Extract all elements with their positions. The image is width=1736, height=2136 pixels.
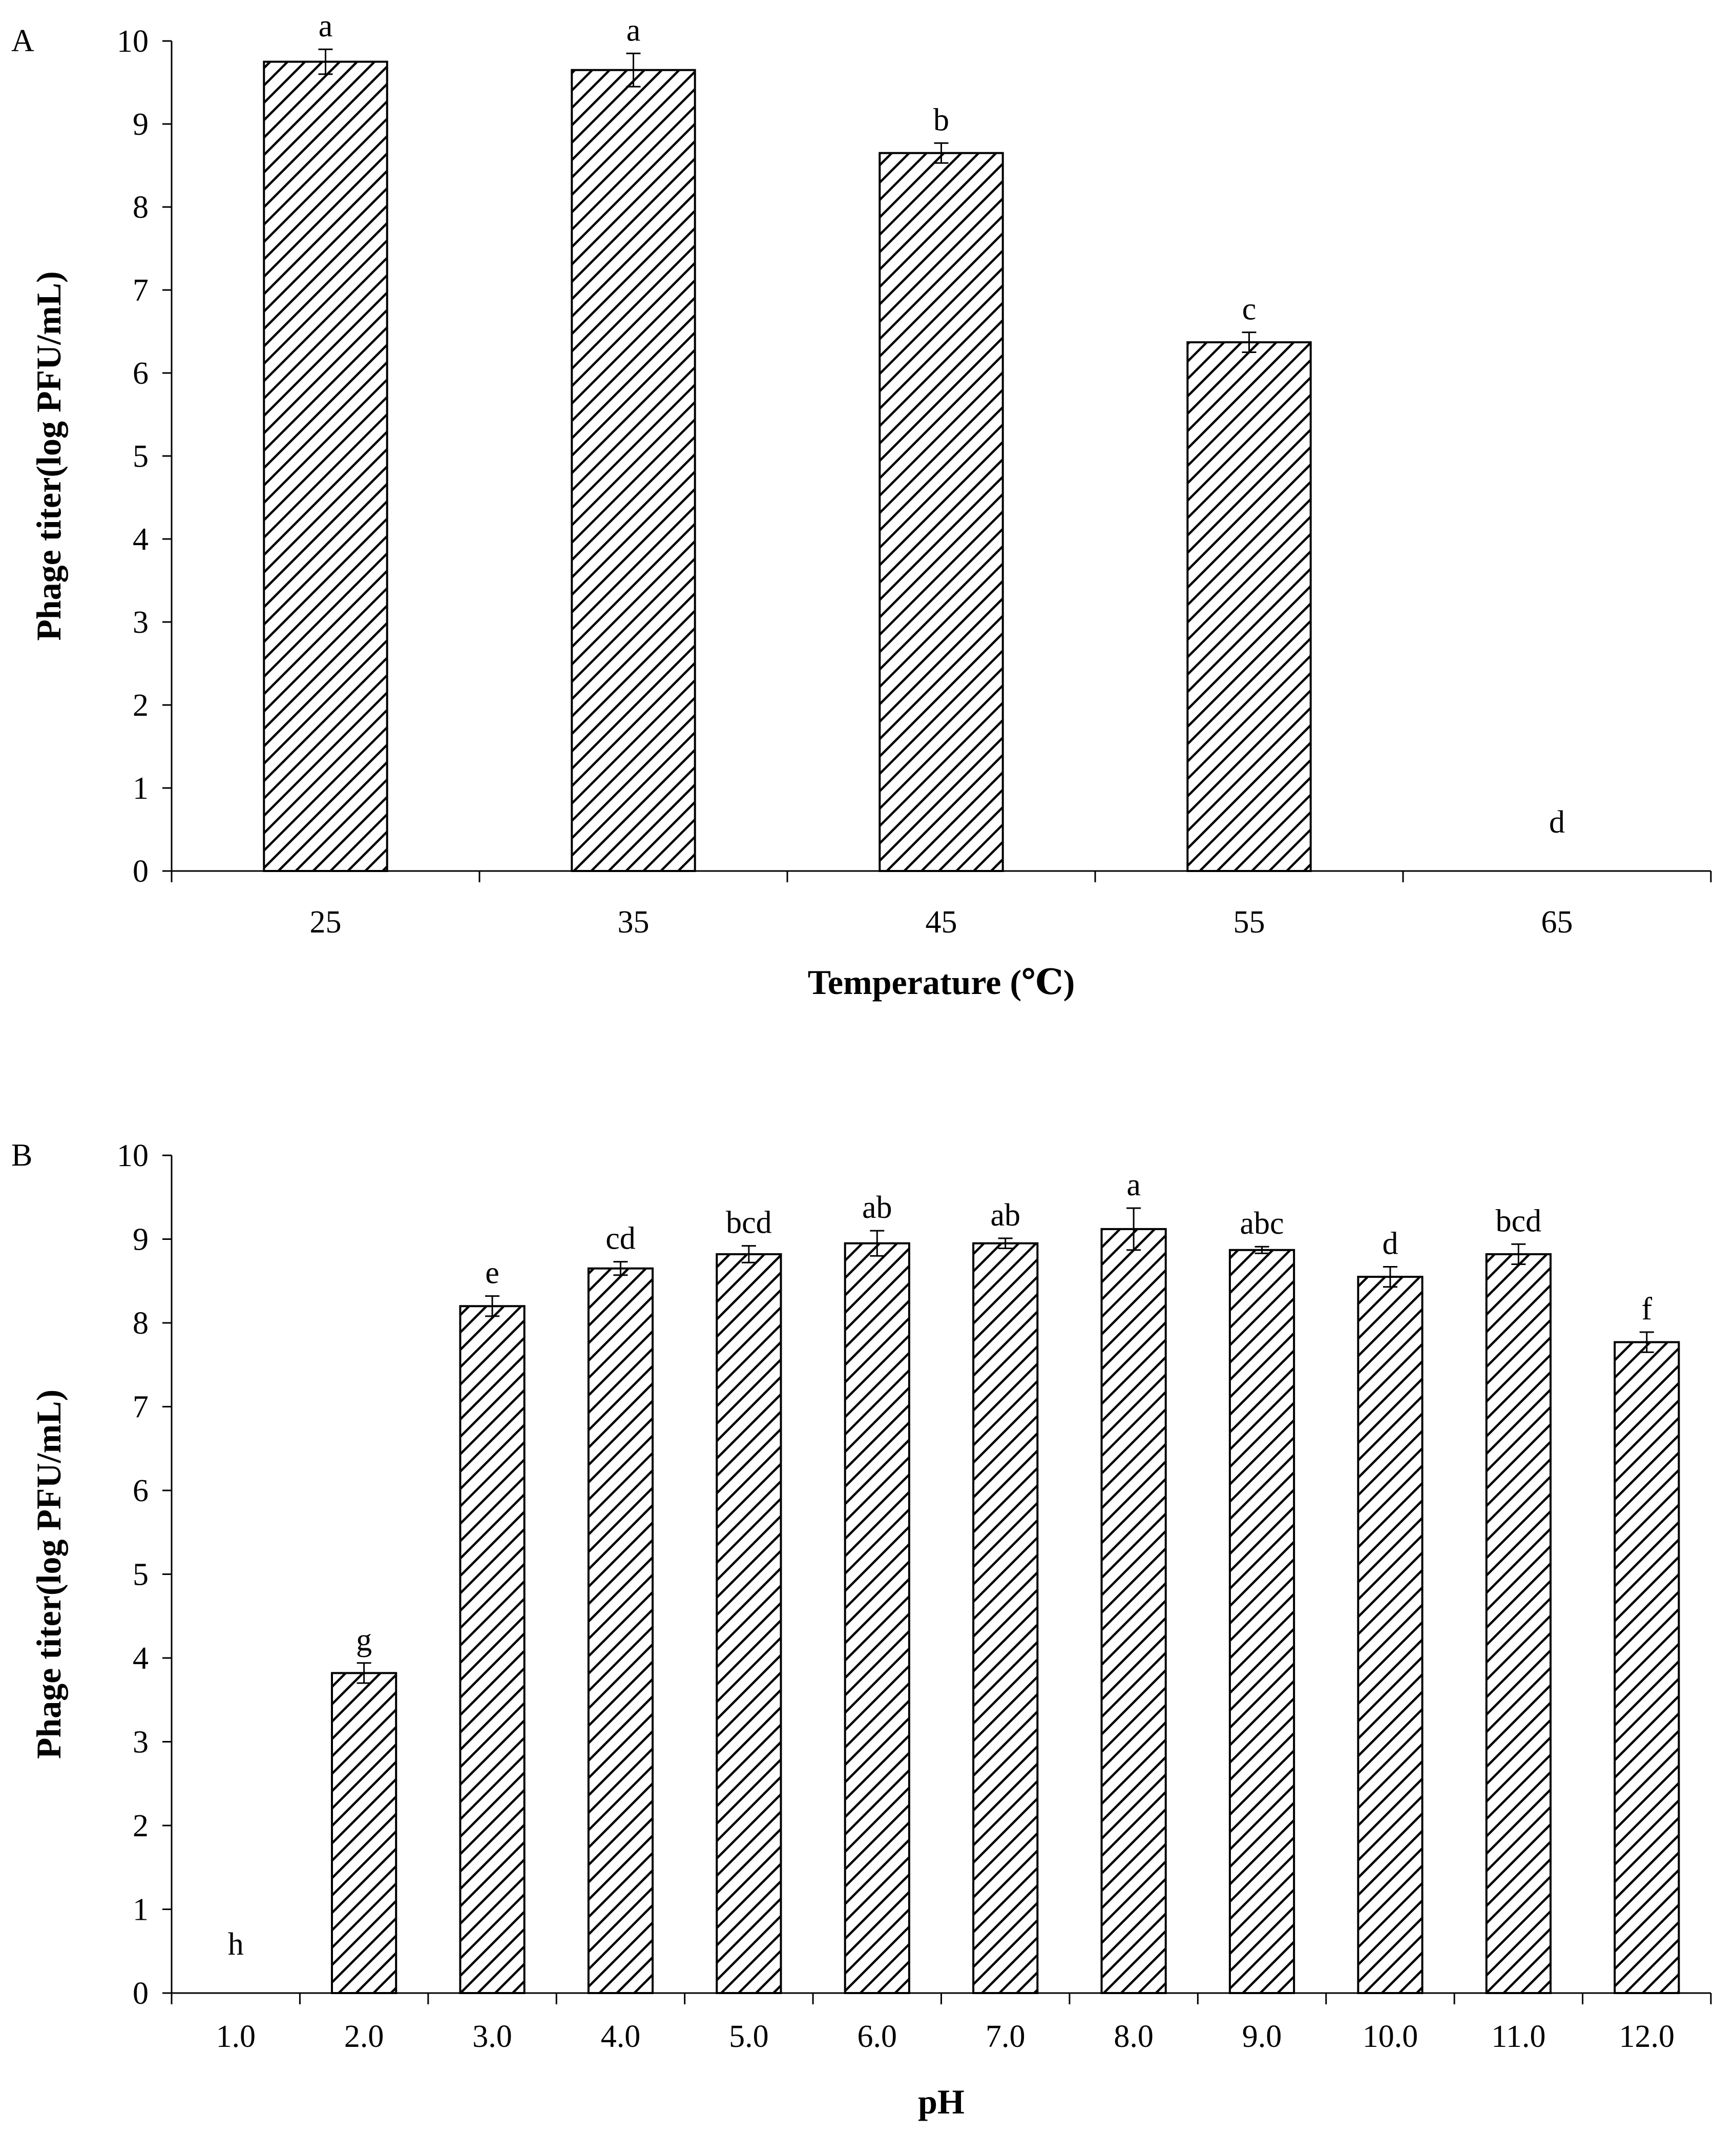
significance-label: h xyxy=(228,1927,244,1962)
chart-panel-b: B 0 1 2 3 4 5 6 7 8 9 10 h 1.0 g 2.0 e 3.0 cd 4.0 bcd 5.0 ab 6.… xyxy=(11,1138,1712,2121)
y-tick-label: 9 xyxy=(133,107,149,142)
significance-label: bcd xyxy=(726,1206,772,1240)
x-tick-label: 5.0 xyxy=(729,2019,769,2054)
x-tick-label: 11.0 xyxy=(1491,2019,1545,2054)
x-tick-label: 25 xyxy=(310,905,342,940)
bar xyxy=(459,1305,526,1994)
significance-label: d xyxy=(1382,1226,1398,1261)
panel-letter: B xyxy=(11,1138,32,1173)
significance-label: a xyxy=(1126,1168,1141,1202)
bar xyxy=(844,1242,910,1994)
bar xyxy=(879,152,1004,873)
bar xyxy=(972,1242,1039,1994)
y-tick-label: 10 xyxy=(117,24,149,59)
bar xyxy=(587,1267,654,1995)
y-axis-title: Phage titer(log PFU/mL) xyxy=(29,271,68,640)
panel-letter: A xyxy=(11,24,34,58)
y-tick-label: 1 xyxy=(133,1893,149,1927)
significance-label: c xyxy=(1242,292,1257,327)
x-tick-label: 8.0 xyxy=(1114,2019,1154,2054)
x-tick-label: 35 xyxy=(618,905,650,940)
significance-label: a xyxy=(319,9,333,44)
x-tick-label: 4.0 xyxy=(601,2019,641,2054)
x-tick-label: 45 xyxy=(926,905,957,940)
y-tick-label: 2 xyxy=(133,688,149,723)
x-axis-title: pH xyxy=(918,2082,965,2121)
y-tick-label: 5 xyxy=(133,439,149,474)
bar xyxy=(716,1253,782,1994)
y-tick-label: 4 xyxy=(133,1641,149,1676)
x-tick-label: 55 xyxy=(1233,905,1265,940)
y-tick-label: 3 xyxy=(133,1725,149,1760)
y-tick-label: 8 xyxy=(133,190,149,225)
y-tick-label: 3 xyxy=(133,605,149,640)
y-tick-label: 5 xyxy=(133,1558,149,1592)
bar xyxy=(1485,1253,1552,1994)
bar xyxy=(1614,1341,1680,1994)
x-tick-label: 9.0 xyxy=(1242,2019,1282,2054)
significance-label: e xyxy=(485,1256,499,1291)
y-tick-label: 9 xyxy=(133,1222,149,1257)
y-tick-label: 7 xyxy=(133,273,149,308)
x-tick-label: 2.0 xyxy=(344,2019,384,2054)
y-tick-label: 0 xyxy=(133,854,149,889)
significance-label: a xyxy=(626,13,641,48)
significance-label: d xyxy=(1549,805,1565,840)
significance-label: abc xyxy=(1240,1206,1284,1241)
significance-label: f xyxy=(1641,1292,1652,1326)
bar xyxy=(1186,341,1312,872)
significance-label: b xyxy=(933,102,949,137)
x-tick-label: 7.0 xyxy=(986,2019,1026,2054)
significance-label: cd xyxy=(605,1221,636,1256)
bar xyxy=(331,1672,398,1994)
significance-label: bcd xyxy=(1496,1204,1542,1238)
x-tick-label: 3.0 xyxy=(472,2019,512,2054)
y-tick-label: 1 xyxy=(133,771,149,806)
bar xyxy=(1228,1249,1295,1994)
x-tick-label: 6.0 xyxy=(857,2019,897,2054)
y-tick-label: 10 xyxy=(117,1138,149,1173)
x-tick-label: 65 xyxy=(1541,905,1573,940)
x-axis-title: Temperature (℃) xyxy=(808,963,1075,1002)
y-tick-label: 6 xyxy=(133,356,149,391)
y-tick-label: 2 xyxy=(133,1809,149,1843)
bar xyxy=(1357,1276,1424,1994)
y-tick-label: 6 xyxy=(133,1474,149,1508)
y-tick-label: 8 xyxy=(133,1306,149,1341)
significance-label: ab xyxy=(862,1190,892,1225)
x-tick-label: 12.0 xyxy=(1619,2019,1675,2054)
y-axis-title: Phage titer(log PFU/mL) xyxy=(29,1390,68,1759)
bar xyxy=(1100,1228,1167,1994)
significance-label: ab xyxy=(990,1198,1020,1233)
bar xyxy=(263,60,388,872)
y-tick-label: 0 xyxy=(133,1976,149,2011)
y-tick-label: 7 xyxy=(133,1390,149,1425)
x-tick-label: 10.0 xyxy=(1363,2019,1418,2054)
x-tick-label: 1.0 xyxy=(216,2019,256,2054)
significance-label: g xyxy=(356,1623,372,1657)
bar xyxy=(571,69,696,873)
y-tick-label: 4 xyxy=(133,522,149,557)
